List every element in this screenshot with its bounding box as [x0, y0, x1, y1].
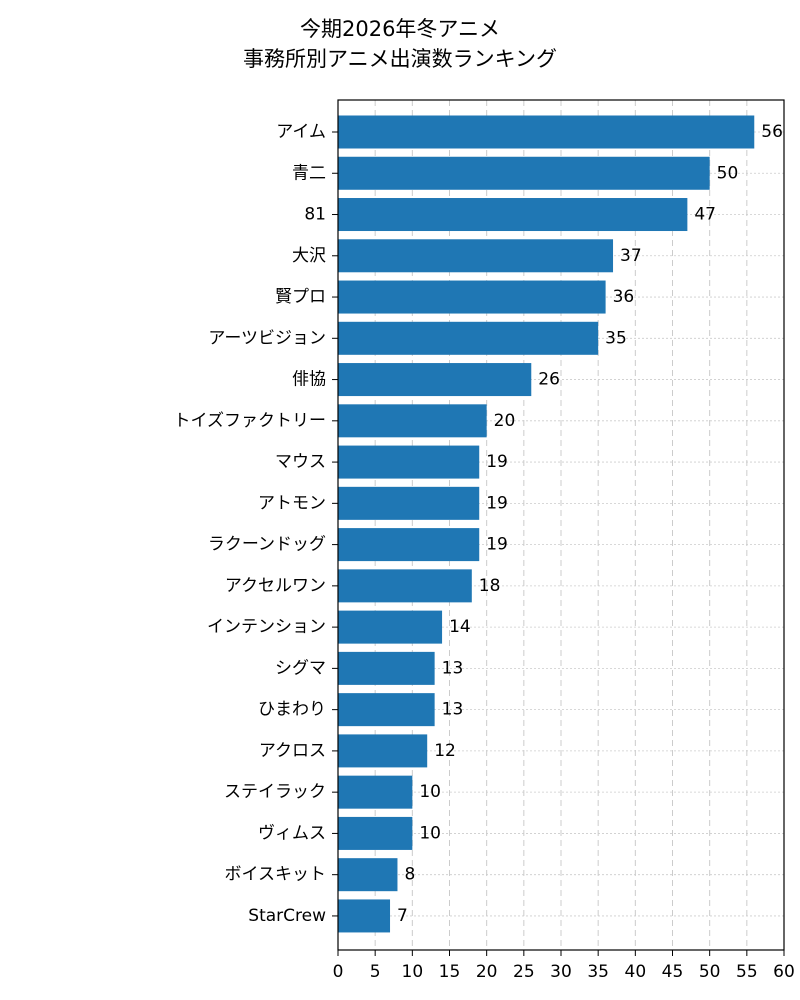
- x-tick-label: 25: [513, 962, 535, 982]
- bar: [338, 651, 435, 685]
- bar: [338, 816, 413, 850]
- bar: [338, 239, 614, 273]
- y-tick-label: アクセルワン: [225, 576, 326, 596]
- y-tick-label: シグマ: [275, 658, 326, 678]
- data-label: 10: [419, 823, 441, 843]
- bar: [338, 363, 532, 397]
- y-tick-label: アイム: [276, 122, 326, 142]
- y-tick-label: 大沢: [292, 246, 326, 266]
- data-label: 19: [486, 535, 508, 555]
- bar: [338, 899, 391, 933]
- x-tick-label: 20: [476, 962, 498, 982]
- y-tick-label: 青二: [292, 163, 326, 183]
- data-label: 26: [538, 370, 560, 390]
- bar: [338, 858, 398, 892]
- bar: [338, 280, 606, 314]
- bar: [338, 445, 480, 479]
- data-label: 50: [717, 163, 739, 183]
- plot-frame: [337, 99, 785, 951]
- bar: [338, 693, 435, 727]
- data-label: 13: [442, 700, 464, 720]
- y-tick-label: ひまわり: [258, 700, 326, 720]
- y-tick-label: インテンション: [207, 617, 326, 637]
- y-tick-label: アトモン: [258, 493, 326, 513]
- x-tick-label: 15: [439, 962, 461, 982]
- x-tick-label: 35: [587, 962, 609, 982]
- y-tick-label: ヴィムス: [258, 823, 326, 843]
- y-tick-label: 賢プロ: [275, 287, 326, 307]
- chart-title: 事務所別アニメ出演数ランキング: [243, 47, 557, 71]
- bar: [338, 528, 480, 562]
- y-tick-label: アクロス: [259, 741, 326, 761]
- y-tick-label: トイズファクトリー: [174, 411, 327, 431]
- x-tick-label: 30: [550, 962, 572, 982]
- bar: [338, 486, 480, 520]
- data-label: 7: [397, 906, 408, 926]
- bar: [338, 156, 710, 190]
- x-tick-label: 40: [625, 962, 647, 982]
- x-tick-label: 50: [699, 962, 721, 982]
- data-label: 12: [434, 741, 456, 761]
- y-tick-label: 81: [304, 205, 326, 225]
- y-tick-label: StarCrew: [248, 906, 326, 926]
- bar: [338, 404, 487, 438]
- data-label: 19: [486, 493, 508, 513]
- x-tick-label: 60: [773, 962, 795, 982]
- x-tick-label: 5: [370, 962, 381, 982]
- bar: [338, 321, 599, 355]
- data-label: 20: [494, 411, 516, 431]
- y-tick-label: ボイスキット: [225, 865, 327, 885]
- x-tick-label: 45: [662, 962, 684, 982]
- bar: [338, 569, 472, 603]
- data-label: 47: [694, 205, 716, 225]
- data-label: 35: [605, 328, 627, 348]
- bar: [338, 198, 688, 232]
- x-tick-label: 0: [333, 962, 344, 982]
- data-label: 13: [442, 658, 464, 678]
- data-label: 14: [449, 617, 471, 637]
- x-tick-label: 10: [402, 962, 424, 982]
- y-tick-label: アーツビジョン: [208, 328, 326, 348]
- y-tick-label: 俳協: [292, 370, 326, 390]
- x-tick-label: 55: [736, 962, 758, 982]
- y-tick-label: ラクーンドッグ: [208, 535, 326, 555]
- data-label: 8: [404, 865, 415, 885]
- bar: [338, 115, 755, 149]
- data-label: 18: [479, 576, 501, 596]
- data-label: 56: [761, 122, 783, 142]
- y-tick-label: ステイラック: [224, 782, 326, 802]
- bar: [338, 775, 413, 809]
- data-label: 19: [486, 452, 508, 472]
- data-label: 36: [613, 287, 635, 307]
- data-label: 10: [419, 782, 441, 802]
- chart-title: 今期2026年冬アニメ: [300, 17, 500, 41]
- bar: [338, 734, 428, 768]
- data-label: 37: [620, 246, 642, 266]
- y-tick-label: マウス: [275, 452, 326, 472]
- bar: [338, 610, 443, 644]
